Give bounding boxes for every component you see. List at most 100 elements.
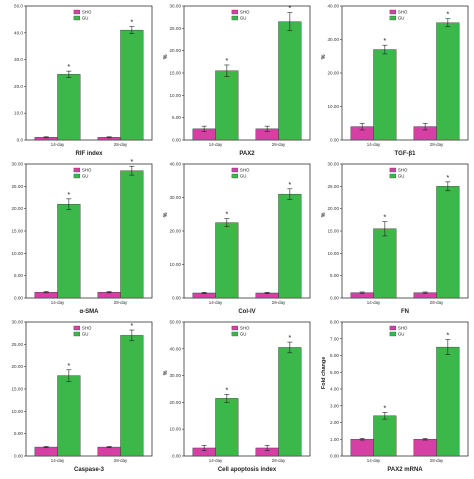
y-tick-label: 30.00 (328, 37, 340, 42)
x-tick-label: 14-day (209, 142, 223, 147)
legend-label-gu: GU (398, 16, 405, 21)
chart-panel-2: 0.00 5.00 10.00 15.00 20.00 25.00 30.00% PAX2 14… (163, 4, 311, 157)
y-tick-label: 20.00 (328, 206, 340, 211)
y-tick-label: 5.00 (330, 370, 339, 375)
y-tick-label: 30.00 (328, 162, 340, 167)
y-tick-label: 50.00 (170, 320, 182, 325)
y-tick-label: 20.00 (12, 364, 24, 369)
legend-swatch-sho (389, 167, 397, 173)
legend-swatch-sho (73, 9, 81, 15)
bar-gu-14-day (57, 375, 81, 457)
y-tick-label: 20.00 (170, 48, 182, 53)
bar-gu-28-day (436, 346, 460, 457)
y-tick-label: 5.00 (14, 273, 23, 278)
significance-marker: * (446, 331, 449, 340)
x-axis-label: PAX2 mRNA (387, 467, 423, 473)
y-tick-label: 0.00 (172, 138, 181, 143)
y-axis-label: % (321, 54, 327, 59)
legend-swatch-gu (389, 173, 397, 179)
significance-marker: * (446, 10, 449, 19)
plot-frame (25, 5, 153, 141)
y-tick-label: 0.00 (330, 138, 339, 143)
legend-label-gu: GU (82, 332, 89, 337)
bar-gu-28-day (278, 347, 302, 457)
y-tick-label: 0.00 (14, 296, 23, 301)
legend-swatch-sho (73, 325, 81, 331)
x-tick-label: 28-day (114, 458, 128, 463)
legend-label-sho: SHO (398, 168, 408, 173)
y-tick-label: 20.00 (170, 229, 182, 234)
y-tick-label: 4.00 (330, 387, 339, 392)
y-tick-label: 40.00 (170, 346, 182, 351)
y-tick-label: 30.00 (170, 373, 182, 378)
y-axis-label: % (321, 212, 327, 217)
y-tick-label: 0.00 (330, 454, 339, 459)
bar-gu-14-day (373, 415, 397, 457)
x-tick-label: 14-day (367, 300, 381, 305)
significance-marker: * (130, 18, 133, 27)
y-tick-label: 20.00 (170, 400, 182, 405)
chart-panel-7: 0.00 5.00 10.00 15.00 20.00 25.00 30.00 Caspase… (12, 320, 153, 473)
legend-swatch-gu (73, 15, 81, 21)
significance-marker: * (383, 213, 386, 222)
bar-sho-28-day (97, 446, 121, 457)
significance-marker: * (383, 403, 386, 412)
x-tick-label: 28-day (272, 458, 286, 463)
legend-label-sho: SHO (82, 10, 92, 15)
bar-gu-28-day (436, 22, 460, 141)
y-tick-label: 5.00 (14, 431, 23, 436)
significance-marker: * (288, 4, 291, 13)
significance-marker: * (130, 321, 133, 330)
y-tick-label: 25.00 (328, 184, 340, 189)
y-axis-label: % (163, 54, 169, 59)
legend-label-sho: SHO (398, 10, 408, 15)
y-tick-label: 40.00 (328, 4, 340, 9)
y-tick-label: 25.00 (170, 26, 182, 31)
y-tick-label: 30.0 (14, 57, 23, 62)
y-tick-label: 10.00 (170, 427, 182, 432)
legend-swatch-sho (389, 9, 397, 15)
legend-swatch-gu (231, 173, 239, 179)
y-tick-label: 10.00 (328, 104, 340, 109)
x-axis-label: RIF index (75, 151, 103, 157)
legend-label-sho: SHO (240, 10, 250, 15)
bar-sho-14-day (350, 439, 374, 457)
bar-gu-14-day (215, 222, 239, 299)
y-tick-label: 8.00 (330, 320, 339, 325)
y-axis-label: % (163, 370, 169, 375)
significance-marker: * (67, 62, 70, 71)
bar-gu-14-day (215, 398, 239, 457)
y-tick-label: 10.00 (12, 251, 24, 256)
x-axis-label: α-SMA (79, 309, 99, 315)
y-tick-label: 3.00 (330, 403, 339, 408)
bar-gu-14-day (373, 49, 397, 141)
legend-label-sho: SHO (240, 326, 250, 331)
significance-marker: * (225, 385, 228, 394)
y-tick-label: 15.00 (170, 71, 182, 76)
y-tick-label: 25.00 (12, 342, 24, 347)
y-tick-label: 1.00 (330, 437, 339, 442)
x-tick-label: 28-day (430, 142, 444, 147)
significance-marker: * (130, 157, 133, 166)
x-tick-label: 28-day (430, 300, 444, 305)
y-tick-label: 30.00 (170, 4, 182, 9)
x-axis-label: FN (401, 309, 409, 315)
legend-label-gu: GU (240, 16, 247, 21)
x-tick-label: 14-day (51, 458, 65, 463)
chart-panel-8: 0.00 10.00 20.00 30.00 40.00 50.00% Cell apopt… (163, 320, 311, 473)
legend-label-gu: GU (82, 16, 89, 21)
y-tick-label: 30.00 (170, 195, 182, 200)
y-tick-label: 0.00 (14, 454, 23, 459)
x-axis-label: TGF-β1 (395, 151, 417, 157)
y-tick-label: 20.00 (12, 206, 24, 211)
x-tick-label: 14-day (209, 300, 223, 305)
legend-swatch-gu (389, 331, 397, 337)
x-axis-label: Cell apoptosis index (218, 467, 277, 473)
x-axis-label: Col-IV (238, 309, 255, 315)
significance-marker: * (288, 333, 291, 342)
y-tick-label: 15.00 (12, 387, 24, 392)
legend-label-sho: SHO (82, 326, 92, 331)
x-tick-label: 28-day (114, 300, 128, 305)
y-tick-label: 10.00 (328, 251, 340, 256)
